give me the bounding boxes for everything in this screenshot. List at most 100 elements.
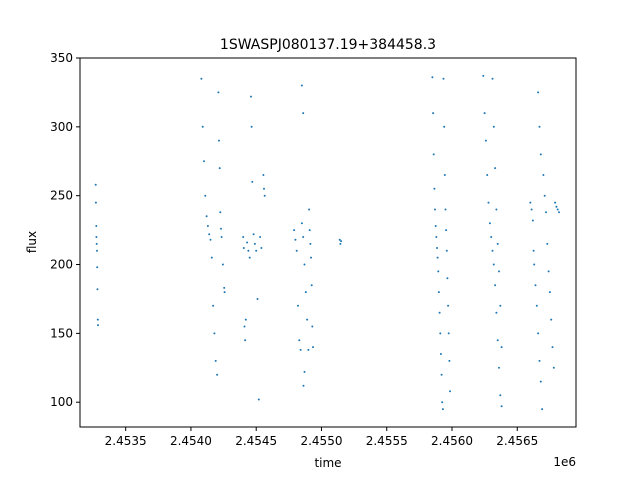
data-point: [539, 153, 542, 156]
data-point: [94, 183, 97, 186]
data-point: [306, 318, 309, 321]
data-point: [498, 366, 500, 369]
data-point: [446, 277, 449, 280]
data-point: [449, 390, 451, 393]
data-point: [96, 266, 99, 269]
data-point: [431, 76, 434, 79]
plot-frame: [79, 57, 577, 428]
data-point: [432, 112, 435, 115]
y-tick-label: 300: [50, 120, 73, 134]
data-point: [443, 125, 446, 128]
data-points: [94, 74, 560, 411]
data-point: [439, 353, 442, 355]
data-point: [491, 77, 494, 80]
y-tick-label: 350: [50, 51, 73, 65]
chart-title: 1SWASPJ080137.19+384458.3: [220, 37, 436, 53]
data-point: [558, 211, 560, 214]
data-point: [482, 74, 485, 77]
data-point: [246, 241, 249, 244]
data-point: [260, 247, 263, 249]
data-point: [252, 233, 255, 236]
data-point: [219, 211, 222, 214]
data-point: [494, 284, 497, 287]
data-point: [492, 263, 495, 266]
data-point: [303, 370, 306, 373]
data-point: [488, 222, 491, 225]
data-point: [217, 91, 220, 94]
data-point: [532, 249, 535, 252]
data-point: [218, 139, 220, 142]
data-point: [223, 291, 226, 294]
data-point: [95, 236, 98, 238]
data-point: [221, 263, 224, 266]
data-point: [537, 91, 540, 94]
data-point: [554, 201, 557, 204]
data-point: [442, 77, 445, 80]
data-point: [302, 236, 305, 238]
data-point: [538, 125, 541, 128]
data-point: [434, 208, 436, 211]
data-point: [541, 408, 544, 411]
data-point: [556, 208, 559, 211]
x-axis-ticks: 2.4535 2.4540 2.4545 2.4550 2.4555 2.4560 2.45…: [105, 427, 538, 448]
data-point: [546, 242, 549, 245]
data-point: [302, 384, 305, 387]
data-point: [263, 187, 265, 190]
y-axis-label: flux: [25, 231, 39, 253]
y-tick-label: 200: [50, 258, 73, 272]
y-tick-label: 150: [50, 326, 73, 340]
data-point: [312, 346, 314, 349]
x-axis-label: time: [314, 456, 341, 470]
data-point: [210, 256, 213, 259]
data-point: [432, 153, 435, 156]
data-point: [243, 325, 246, 328]
data-point: [203, 160, 205, 163]
data-point: [300, 84, 303, 87]
data-point: [494, 167, 497, 170]
data-point: [309, 242, 312, 245]
data-point: [200, 77, 203, 80]
data-point: [555, 205, 558, 208]
data-point: [543, 194, 546, 197]
data-point: [248, 256, 251, 259]
data-point: [223, 286, 226, 289]
data-point: [311, 325, 314, 328]
data-point: [308, 229, 311, 232]
data-point: [340, 240, 343, 243]
data-point: [542, 174, 545, 176]
data-point: [294, 238, 297, 241]
data-point: [487, 201, 490, 204]
y-axis-ticks: 100 150 200 250 300 350: [50, 51, 80, 409]
data-point: [244, 339, 247, 342]
data-point: [492, 125, 495, 128]
data-point: [550, 318, 553, 321]
data-point: [204, 194, 207, 197]
data-point: [535, 304, 538, 307]
data-point: [439, 332, 442, 335]
data-point: [435, 236, 438, 238]
data-point: [486, 174, 489, 176]
data-point: [96, 249, 98, 252]
data-point: [438, 311, 441, 314]
data-point: [97, 324, 99, 327]
data-point: [212, 304, 215, 307]
data-point: [436, 247, 438, 249]
data-point: [483, 112, 486, 115]
data-point: [304, 291, 307, 294]
data-point: [495, 208, 498, 211]
data-point: [339, 242, 342, 245]
data-point: [491, 249, 494, 252]
data-point: [208, 233, 211, 236]
data-point: [551, 346, 554, 349]
x-tick-label: 2.4545: [235, 434, 277, 448]
data-point: [213, 332, 216, 335]
x-tick-label: 2.4560: [431, 434, 473, 448]
data-point: [263, 194, 266, 197]
data-point: [529, 201, 532, 204]
data-point: [250, 95, 252, 98]
data-point: [216, 373, 219, 376]
data-point: [96, 318, 99, 321]
data-point: [95, 225, 98, 227]
data-point: [440, 373, 443, 376]
